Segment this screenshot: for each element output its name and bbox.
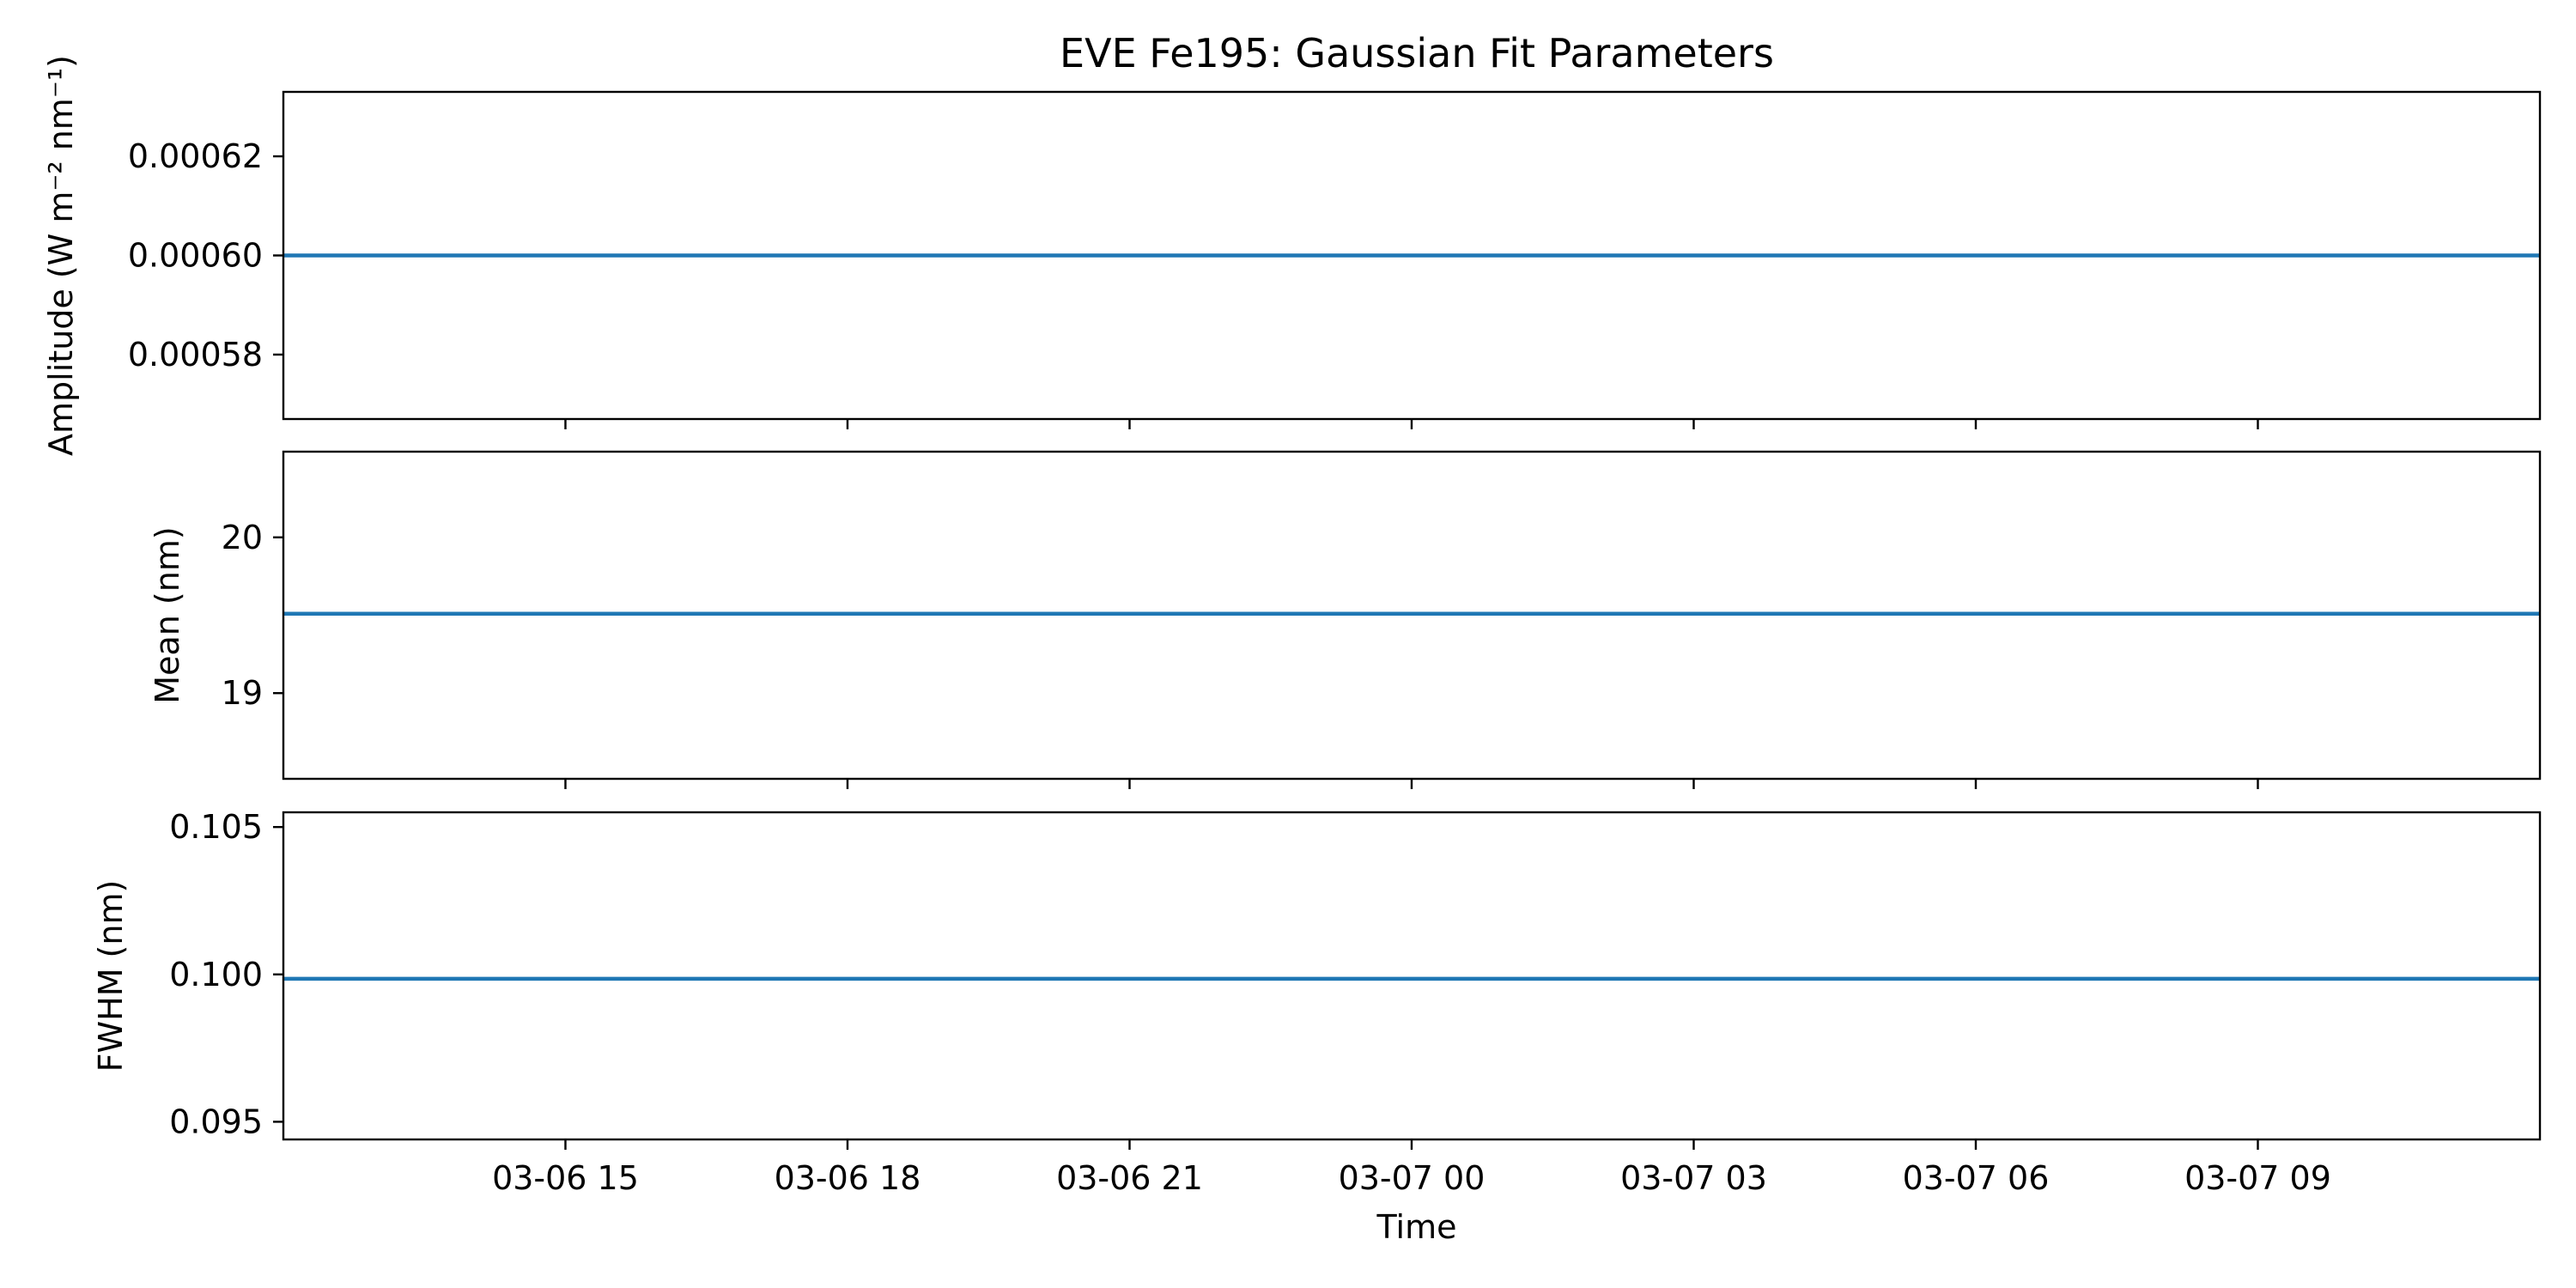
panels-group: 0.00058 0.00060 0.00062 Amplitude (W m⁻² nm… <box>42 55 2542 1197</box>
x-tick-label: 03-07 00 <box>1339 1159 1485 1197</box>
panel-3: 0.095 0.100 0.105 03-06 15 03-06 18 03-06 21 0… <box>92 808 2542 1197</box>
x-tick-label: 03-07 06 <box>1903 1159 2050 1197</box>
y-axis-label-1: Amplitude (W m⁻² nm⁻¹) <box>42 55 80 456</box>
x-tick-label: 03-07 09 <box>2184 1159 2331 1197</box>
y-axis-label-3: FWHM (nm) <box>92 880 130 1072</box>
x-tick-label: 03-06 18 <box>775 1159 921 1197</box>
y-tick-label: 0.095 <box>169 1103 263 1140</box>
y-tick-label: 0.00058 <box>128 336 263 374</box>
y-axis-label-2: Mean (nm) <box>149 526 186 703</box>
y-tick-label: 0.00062 <box>128 137 263 175</box>
x-tick-label: 03-06 15 <box>492 1159 639 1197</box>
y-tick-label: 0.100 <box>169 956 263 993</box>
y-tick-label: 0.105 <box>169 808 263 846</box>
panel-1: 0.00058 0.00060 0.00062 Amplitude (W m⁻² nm… <box>42 55 2542 456</box>
y-tick-label: 0.00060 <box>128 237 263 275</box>
x-tick-label: 03-07 03 <box>1620 1159 1767 1197</box>
x-axis-label: Time <box>1376 1208 1457 1246</box>
x-tick-label: 03-06 21 <box>1056 1159 1203 1197</box>
y-tick-label: 19 <box>222 674 263 712</box>
y-tick-label: 20 <box>222 519 263 556</box>
panel-2: 19 20 Mean (nm) <box>149 450 2542 789</box>
chart-title: EVE Fe195: Gaussian Fit Parameters <box>1060 30 1774 76</box>
